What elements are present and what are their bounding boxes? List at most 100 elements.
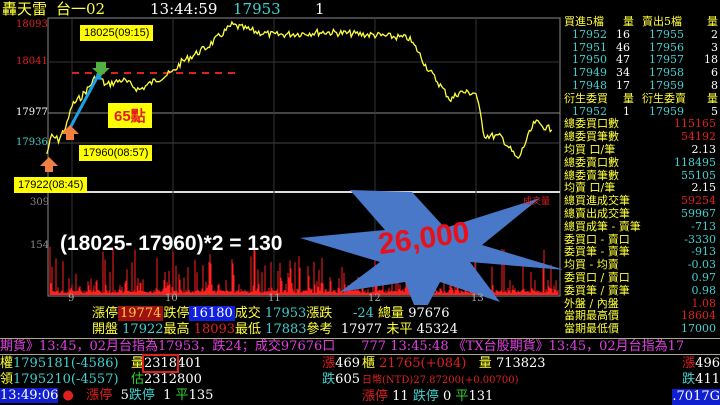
panel-row: 買進5檔量賣出5檔量 <box>564 15 720 29</box>
panel-row: 總委買口數 115165 <box>564 118 720 131</box>
panel-row: 當期最高價 18604 <box>564 310 720 323</box>
news-ticker[interactable]: 期貨》13:45，02月台指為17953，跌24；成交97676口 777 13… <box>0 338 720 355</box>
panel-cell: 衍生委買 <box>564 91 608 105</box>
panel-cell: 17957 <box>649 53 684 67</box>
panel-cell: 17 <box>616 78 630 92</box>
price-chart[interactable] <box>0 0 562 305</box>
panel-cell: 0.98 <box>691 283 717 297</box>
panel-cell: 衍生委賣 <box>642 91 686 105</box>
panel-row: 17952 16 17955 2 <box>564 27 720 42</box>
price-line <box>46 20 553 160</box>
chart-frame <box>47 17 561 297</box>
panel-row: 總委買筆數 54192 <box>564 130 720 144</box>
panel-row: 均賣 口/筆 2.15 <box>564 182 720 195</box>
panel-cell: 17956 <box>649 40 684 54</box>
start-note: 17922(08:45) <box>14 177 88 193</box>
panel-row: 總委賣口數 118495 <box>564 155 720 170</box>
points-note: 65點 <box>108 103 152 128</box>
panel-cell: 總委買筆數 <box>564 130 619 144</box>
panel-row: 衍生委買量衍生委賣量 <box>564 91 720 106</box>
x-tick: 13 <box>471 293 484 304</box>
symbol[interactable]: 台一02 <box>56 0 106 18</box>
panel-cell: 17950 <box>572 53 607 67</box>
panel-cell: 17959 <box>649 78 684 92</box>
panel-cell: 3 <box>711 40 718 54</box>
panel-cell: 59967 <box>681 206 716 220</box>
panel-cell: 115165 <box>674 117 716 131</box>
panel-row: 總委賣筆數 55105 <box>564 168 720 183</box>
status-dot: ● <box>62 388 74 403</box>
panel-row: 委買口 - 賣口 -3330 <box>564 232 720 247</box>
panel-cell: 17952 <box>572 27 607 41</box>
x-tick: 12 <box>368 293 381 304</box>
panel-cell: 總賣出成交筆 <box>564 206 630 220</box>
panel-cell: 2 <box>711 27 718 41</box>
panel-row: 外盤 / 內盤 1.08 <box>564 296 720 311</box>
right-panel: 買進5檔量賣出5檔量 17952 16 17955 2 17951 46 17956 3 1795… <box>564 15 720 336</box>
panel-cell: 2.13 <box>691 142 717 156</box>
panel-cell: 17951 <box>572 40 607 54</box>
status-clock: 13:49:06 <box>0 388 59 403</box>
panel-cell: 總委賣口數 <box>564 155 619 169</box>
panel-row: 17952 1 17959 5 <box>564 104 720 119</box>
panel-row: 17949 34 17958 6 <box>564 66 720 80</box>
app-name: 轟天雷 <box>2 0 48 18</box>
panel-cell: -0.03 <box>687 258 716 272</box>
panel-cell: 總買進成交筆 <box>564 194 630 208</box>
panel-row: 總買進成交筆 59254 <box>564 194 720 208</box>
last-qty: 1 <box>315 0 325 18</box>
panel-cell: -3330 <box>684 232 716 246</box>
panel-cell: 量 <box>623 91 634 105</box>
panel-row: 均買 口/筆 2.13 <box>564 142 720 157</box>
up-arrow-icon <box>61 125 79 140</box>
panel-cell: 8 <box>711 78 718 92</box>
panel-row: 17950 47 17957 18 <box>564 54 720 67</box>
panel-cell: 當期最高價 <box>564 309 619 323</box>
panel-cell: 17958 <box>649 66 684 80</box>
panel-cell: 委買筆 / 賣筆 <box>564 283 630 297</box>
panel-cell: 16 <box>616 27 630 41</box>
y-tick: 17936 <box>16 137 48 148</box>
panel-cell: 0.97 <box>691 270 717 284</box>
last-price: 17953 <box>233 0 281 18</box>
panel-cell: 買進5檔 <box>564 15 604 28</box>
panel-cell: 均買 口/筆 <box>564 142 616 156</box>
x-tick: 9 <box>68 293 75 304</box>
y-tick: 17977 <box>16 107 48 118</box>
panel-cell: 總委買口數 <box>564 117 619 131</box>
panel-row: 總賣出成交筆 59967 <box>564 206 720 221</box>
panel-cell: 47 <box>616 53 630 67</box>
panel-cell: 1.08 <box>691 296 717 310</box>
volume-label: 成交量 <box>523 197 551 207</box>
panel-cell: 總買成筆 - 賣筆 <box>564 219 641 233</box>
panel-row: 委買筆 / 賣筆 0.98 <box>564 283 720 298</box>
up-arrow-icon <box>40 157 58 172</box>
index-block-right: 櫃 21765(+084) 量 713823 漲496 日幣(NTD)27.872… <box>362 356 720 405</box>
y-tick: 18041 <box>16 56 48 67</box>
panel-cell: 17949 <box>572 66 607 80</box>
panel-row: 17951 46 17956 3 <box>564 40 720 55</box>
panel-cell: 17955 <box>649 27 684 41</box>
panel-cell: 34 <box>616 66 630 80</box>
panel-cell: 量 <box>707 15 718 28</box>
panel-row: 總買成筆 - 賣筆 -713 <box>564 219 720 234</box>
y-tick: 18093 <box>16 19 48 30</box>
blue-arrow <box>68 71 102 129</box>
mid-note: 17960(08:57) <box>79 145 153 161</box>
panel-cell: 委買筆 - 賣筆 <box>564 245 630 259</box>
panel-cell: 當期最低價 <box>564 322 619 336</box>
down-arrow-icon <box>92 62 110 76</box>
panel-cell: 量 <box>707 91 718 105</box>
panel-row: 委買筆 - 賣筆 -913 <box>564 246 720 259</box>
x-tick: 11 <box>268 293 281 304</box>
panel-cell: 均買 - 均賣 <box>564 258 619 272</box>
panel-cell: 17959 <box>649 104 684 118</box>
panel-cell: 賣出5檔 <box>642 15 682 28</box>
panel-cell: 委買口 - 賣口 <box>564 232 630 246</box>
peak-note: 18025(09:15) <box>80 25 154 41</box>
panel-cell: 6 <box>711 66 718 80</box>
y-tick: 309 <box>30 197 50 208</box>
panel-row: 委買口 / 賣口 0.97 <box>564 270 720 285</box>
panel-cell: 55105 <box>681 168 716 182</box>
x-tick: 10 <box>165 293 178 304</box>
